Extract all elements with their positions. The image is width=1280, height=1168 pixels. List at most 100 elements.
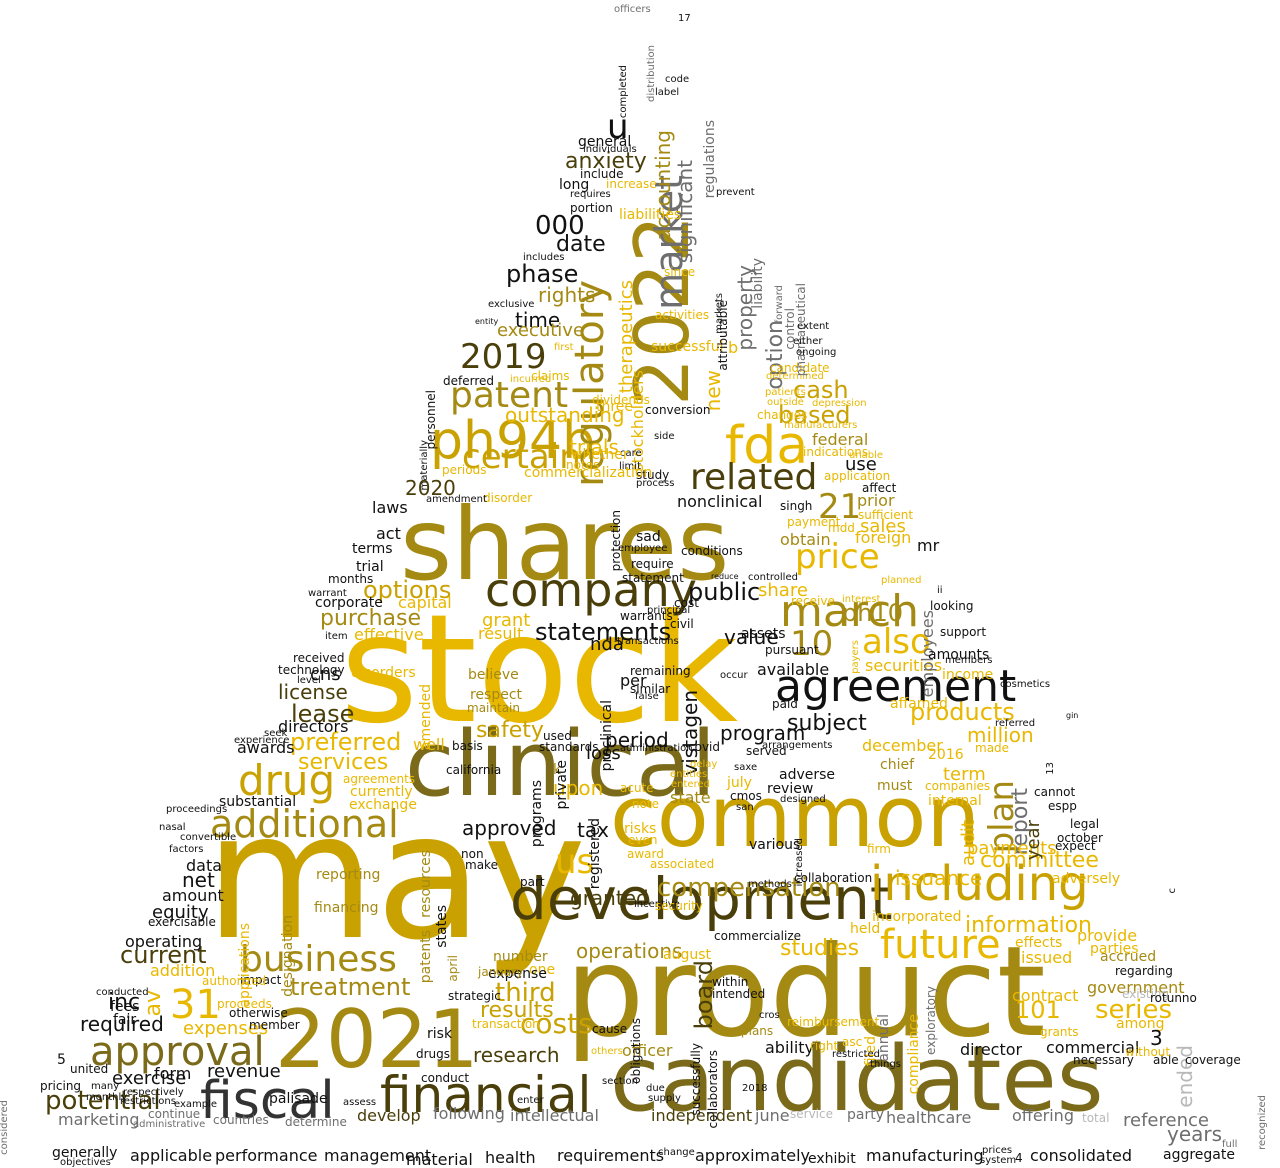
word-interest: interest — [842, 594, 881, 605]
word-2019: 2019 — [460, 337, 547, 377]
word-general: general — [578, 134, 632, 150]
word-share: share — [758, 580, 808, 601]
word-section: section — [602, 1076, 639, 1087]
word-coverage: coverage — [1185, 1053, 1241, 1067]
word-manufacturers: manufacturers — [784, 420, 858, 431]
word-increase: increase — [606, 177, 657, 191]
word-payments: payments — [967, 838, 1057, 859]
word-proceedings: proceedings — [166, 804, 228, 815]
word-strategic: strategic — [448, 989, 501, 1003]
word-also: also — [862, 622, 931, 662]
word-must: must — [877, 778, 913, 794]
word-assess: assess — [343, 1097, 377, 1108]
word-marketing: marketing — [58, 1110, 140, 1129]
word-cash: cash — [793, 376, 849, 404]
word-costs: costs — [520, 1007, 593, 1040]
word-principal: principal — [647, 605, 691, 616]
word-million: million — [967, 723, 1034, 747]
word-issued: issued — [1021, 948, 1073, 967]
word-full: full — [1222, 1139, 1238, 1150]
word-remaining: remaining — [630, 664, 691, 678]
word-impact: impact — [240, 973, 282, 987]
word-exploratory: exploratory — [924, 986, 938, 1055]
word-item: item — [325, 631, 348, 642]
word-effects: effects — [1015, 935, 1063, 951]
word-extent: extent — [797, 321, 830, 332]
word-firm: firm — [867, 842, 891, 856]
word-assets: assets — [741, 626, 786, 642]
word-pricing: pricing — [40, 1079, 82, 1093]
word-proceeds: proceeds — [217, 997, 272, 1011]
word-internal: internal — [928, 793, 982, 809]
word-portion: portion — [570, 201, 613, 215]
word-member: member — [249, 1018, 300, 1032]
word-application: application — [824, 469, 891, 483]
word-addition: addition — [150, 961, 216, 980]
word-cns: cns — [310, 664, 341, 685]
word-considered: considered — [0, 1100, 10, 1155]
word-required: required — [80, 1012, 164, 1036]
word-conditions: conditions — [681, 544, 743, 558]
word-government: government — [1087, 978, 1185, 997]
word-pursuant: pursuant — [765, 643, 819, 657]
word-rotunno: rotunno — [1150, 991, 1197, 1005]
word-act: act — [376, 524, 401, 543]
word-prevent: prevent — [716, 187, 755, 198]
word-july: july — [727, 775, 752, 791]
word-requirements: requirements — [557, 1146, 665, 1165]
word-price: price — [795, 537, 880, 577]
word-adversely: adversely — [1052, 871, 1121, 887]
word-grant: grant — [482, 610, 531, 631]
word-k: k — [553, 762, 562, 778]
word-shares: shares — [400, 486, 730, 603]
word-13: 13 — [1045, 762, 1056, 775]
word-legal: legal — [1070, 817, 1100, 831]
word-part: part — [520, 875, 545, 889]
word-trials: trials — [569, 435, 619, 459]
word-3: 3 — [1150, 1026, 1163, 1050]
word-material: material — [406, 1150, 473, 1168]
word-federal: federal — [812, 430, 869, 449]
word-supply: supply — [648, 1093, 681, 1104]
word-time: time — [515, 308, 561, 332]
word-determine: determine — [285, 1115, 347, 1129]
word-lease: lease — [291, 700, 355, 728]
word-revenue: revenue — [207, 1061, 281, 1082]
word-note: note — [632, 797, 660, 811]
word-label: label — [655, 87, 680, 98]
word-patent: patent — [450, 375, 569, 416]
word-continue: continue — [148, 1107, 201, 1121]
word-management: management — [324, 1146, 432, 1165]
word-products: products — [910, 698, 1015, 726]
word-august: august — [663, 947, 711, 963]
word-preclinical: preclinical — [599, 700, 615, 772]
word-safety: safety — [476, 718, 544, 743]
word-years: years — [1167, 1122, 1223, 1146]
word-disorders: disorders — [351, 665, 416, 681]
word-support: support — [940, 625, 987, 639]
word-2016: 2016 — [928, 747, 964, 763]
word-effective: effective — [354, 625, 424, 644]
word-director: director — [960, 1040, 1023, 1059]
word-aggregate: aggregate — [1163, 1147, 1235, 1163]
word-sad: sad — [636, 529, 661, 545]
word-authorized: authorized — [202, 974, 267, 988]
word-common: common — [610, 768, 981, 867]
word-periods: periods — [442, 463, 487, 477]
word-program: program — [720, 721, 806, 745]
word-programs: programs — [529, 780, 545, 848]
word-able: able — [1153, 1053, 1179, 1067]
word-mr: mr — [917, 536, 940, 555]
word-code: code — [665, 74, 690, 85]
word-stock: stock — [340, 583, 739, 757]
word-review: review — [767, 781, 814, 797]
word-develop: develop — [357, 1106, 421, 1125]
word-requires: requires — [570, 189, 611, 200]
word-require: require — [631, 557, 674, 571]
word-successfully: successfully — [689, 1043, 703, 1116]
word-among: among — [1116, 1016, 1165, 1032]
word-delay: delay — [690, 759, 718, 770]
word-ongoing: ongoing — [796, 347, 837, 358]
word-nda: nda — [590, 634, 624, 655]
